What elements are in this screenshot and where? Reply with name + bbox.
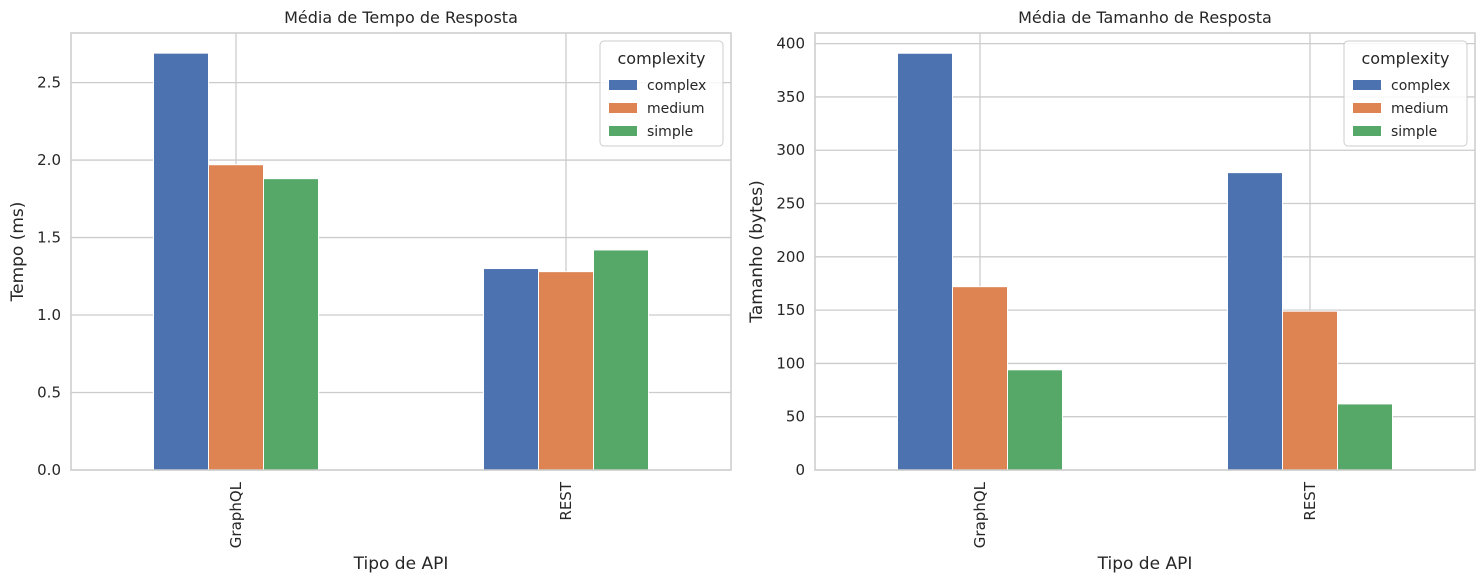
legend-swatch-medium — [1353, 103, 1381, 113]
chart-title: Média de Tempo de Resposta — [284, 8, 518, 27]
y-tick-label: 0 — [795, 461, 805, 479]
legend-box — [1343, 40, 1468, 147]
legend-label-complex: complex — [1391, 78, 1450, 94]
y-tick-label: 2.5 — [37, 74, 61, 92]
y-tick-label: 100 — [776, 354, 805, 372]
chart-panel-2: 0 50 100 150 200 250 300 350 400 GraphQL REST Média… — [747, 8, 1476, 574]
legend-label-simple: simple — [1391, 124, 1437, 140]
legend-swatch-simple — [1353, 126, 1381, 136]
y-tick-label: 250 — [776, 195, 805, 213]
bar-medium-graphql — [952, 286, 1008, 471]
x-tick-label: REST — [1301, 481, 1319, 520]
y-tick-label: 150 — [776, 301, 805, 319]
axes-frame — [70, 32, 732, 471]
bar-medium-rest — [1282, 310, 1338, 471]
legend-swatch-complex — [1353, 80, 1381, 90]
bar-medium-rest — [538, 271, 594, 471]
y-tick-label: 0.5 — [37, 384, 61, 402]
legend-swatch-medium — [609, 103, 637, 113]
legend-title: complexity — [1362, 49, 1450, 68]
axes-frame — [814, 32, 1476, 471]
y-tick-label: 300 — [776, 141, 805, 159]
legend-label-complex: complex — [647, 78, 706, 94]
legend-label-medium: medium — [647, 101, 705, 117]
y-tick-label: 400 — [776, 35, 805, 53]
x-tick-label: REST — [557, 481, 575, 520]
y-tick-label: 200 — [776, 248, 805, 266]
y-tick-label: 1.5 — [37, 229, 61, 247]
legend: complexity complex medium simple — [599, 40, 724, 147]
legend: complexity complex medium simple — [1343, 40, 1468, 147]
legend-box — [599, 40, 724, 147]
y-tick-label: 2.0 — [37, 151, 61, 169]
bar-simple-graphql — [1007, 369, 1063, 471]
y-axis-label: Tamanho (bytes) — [747, 180, 767, 323]
bar-complex-graphql — [897, 52, 953, 471]
y-axis-label: Tempo (ms) — [8, 202, 28, 303]
legend-title: complexity — [618, 49, 706, 68]
bar-complex-graphql — [153, 52, 209, 471]
y-tick-label: 1.0 — [37, 306, 61, 324]
bar-complex-rest — [1227, 172, 1283, 471]
bar-medium-graphql — [208, 164, 264, 471]
x-axis-label: Tipo de API — [353, 554, 449, 574]
x-tick-label: GraphQL — [971, 481, 989, 548]
bar-complex-rest — [483, 268, 539, 471]
y-tick-label: 350 — [776, 88, 805, 106]
y-tick-label: 50 — [786, 408, 805, 426]
chart-title: Média de Tamanho de Resposta — [1018, 8, 1272, 27]
legend-swatch-simple — [609, 126, 637, 136]
legend-label-simple: simple — [647, 124, 693, 140]
bar-simple-graphql — [263, 178, 319, 471]
legend-label-medium: medium — [1391, 101, 1449, 117]
chart-panel-1: 0.0 0.5 1.0 1.5 2.0 2.5 GraphQL REST Média de Te… — [8, 8, 732, 574]
x-axis-label: Tipo de API — [1097, 554, 1193, 574]
x-tick-label: GraphQL — [227, 481, 245, 548]
y-tick-label: 0.0 — [37, 461, 61, 479]
bar-simple-rest — [593, 249, 649, 471]
bar-simple-rest — [1337, 403, 1393, 471]
legend-swatch-complex — [609, 80, 637, 90]
